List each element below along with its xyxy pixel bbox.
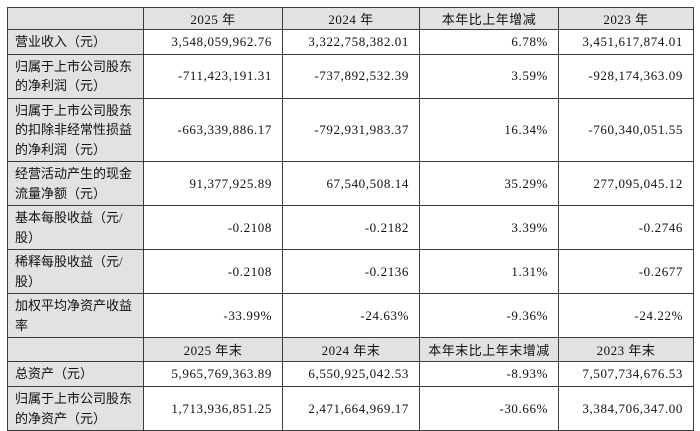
cell-value: -33.99% — [143, 293, 283, 338]
row-label: 加权平均净资产收益率 — [7, 293, 144, 338]
cell-value: -8.93% — [419, 361, 559, 387]
cell-value: -24.22% — [558, 293, 694, 338]
cell-value: -0.2677 — [558, 249, 694, 294]
cell-value: 3,548,059,962.76 — [143, 29, 283, 55]
col-header-2024: 2024 年 — [282, 7, 420, 30]
row-label: 归属于上市公司股东的扣除非经常性损益的净利润（元） — [7, 97, 144, 162]
cell-value: 67,540,508.14 — [282, 161, 420, 206]
col-header-2023: 2023 年 — [558, 7, 694, 30]
cell-value: -30.66% — [419, 386, 559, 431]
col-header-2025-end: 2025 年末 — [143, 337, 283, 362]
row-label: 稀释每股收益（元/股） — [7, 249, 144, 294]
cell-value: 3.59% — [419, 53, 559, 99]
row-label: 归属于上市公司股东的净利润（元） — [7, 53, 144, 99]
row-label: 总资产（元） — [7, 361, 144, 387]
cell-value: 5,965,769,363.89 — [143, 361, 283, 387]
cell-value: -0.2182 — [282, 205, 420, 250]
cell-value: 3,322,758,382.01 — [282, 29, 420, 55]
cell-value: 91,377,925.89 — [143, 161, 283, 206]
table-row-operating-cash-flow: 经营活动产生的现金流量净额（元） 91,377,925.89 67,540,50… — [7, 161, 694, 206]
cell-value: 3.39% — [419, 205, 559, 250]
row-label: 营业收入（元） — [7, 29, 144, 55]
cell-value: -928,174,363.09 — [558, 53, 694, 99]
cell-value: 1,713,936,851.25 — [143, 386, 283, 431]
financial-summary-table: 2025 年 2024 年 本年比上年增减 2023 年 营业收入（元） 3,5… — [7, 7, 694, 431]
col-header-2023-end: 2023 年末 — [558, 337, 694, 362]
col-header-2024-end: 2024 年末 — [282, 337, 420, 362]
col-header-yoy-end-change: 本年末比上年末增减 — [419, 337, 559, 362]
cell-value: -792,931,983.37 — [282, 97, 420, 162]
cell-value: -737,892,532.39 — [282, 53, 420, 99]
table-row-net-profit-excl-nonrecurring: 归属于上市公司股东的扣除非经常性损益的净利润（元） -663,339,886.1… — [7, 97, 694, 162]
cell-value: -0.2108 — [143, 249, 283, 294]
table-row-revenue: 营业收入（元） 3,548,059,962.76 3,322,758,382.0… — [7, 29, 694, 55]
table-row-diluted-eps: 稀释每股收益（元/股） -0.2108 -0.2136 1.31% -0.267… — [7, 249, 694, 294]
cell-value: -9.36% — [419, 293, 559, 338]
cell-value: 16.34% — [419, 97, 559, 162]
cell-value: 277,095,045.12 — [558, 161, 694, 206]
table-header-row: 2025 年 2024 年 本年比上年增减 2023 年 — [7, 7, 694, 30]
cell-value: -0.2746 — [558, 205, 694, 250]
cell-value: 1.31% — [419, 249, 559, 294]
cell-value: 35.29% — [419, 161, 559, 206]
cell-value: 3,451,617,874.01 — [558, 29, 694, 55]
col-header-yoy-change: 本年比上年增减 — [419, 7, 559, 30]
row-label: 经营活动产生的现金流量净额（元） — [7, 161, 144, 206]
corner-cell — [7, 7, 144, 30]
table-row-total-assets: 总资产（元） 5,965,769,363.89 6,550,925,042.53… — [7, 361, 694, 387]
cell-value: 3,384,706,347.00 — [558, 386, 694, 431]
cell-value: -0.2108 — [143, 205, 283, 250]
cell-value: 6.78% — [419, 29, 559, 55]
table-row-basic-eps: 基本每股收益（元/股） -0.2108 -0.2182 3.39% -0.274… — [7, 205, 694, 250]
cell-value: 6,550,925,042.53 — [282, 361, 420, 387]
row-label: 归属于上市公司股东的净资产（元） — [7, 386, 144, 431]
corner-cell — [7, 337, 144, 362]
cell-value: 2,471,664,969.17 — [282, 386, 420, 431]
cell-value: 7,507,734,676.53 — [558, 361, 694, 387]
table-row-net-profit: 归属于上市公司股东的净利润（元） -711,423,191.31 -737,89… — [7, 53, 694, 99]
table-row-weighted-avg-roe: 加权平均净资产收益率 -33.99% -24.63% -9.36% -24.22… — [7, 293, 694, 338]
table-row-net-assets: 归属于上市公司股东的净资产（元） 1,713,936,851.25 2,471,… — [7, 386, 694, 431]
cell-value: -0.2136 — [282, 249, 420, 294]
row-label: 基本每股收益（元/股） — [7, 205, 144, 250]
cell-value: -711,423,191.31 — [143, 53, 283, 99]
table-header-row-period-end: 2025 年末 2024 年末 本年末比上年末增减 2023 年末 — [7, 337, 694, 362]
cell-value: -24.63% — [282, 293, 420, 338]
cell-value: -760,340,051.55 — [558, 97, 694, 162]
page: 2025 年 2024 年 本年比上年增减 2023 年 营业收入（元） 3,5… — [7, 7, 694, 431]
col-header-2025: 2025 年 — [143, 7, 283, 30]
cell-value: -663,339,886.17 — [143, 97, 283, 162]
